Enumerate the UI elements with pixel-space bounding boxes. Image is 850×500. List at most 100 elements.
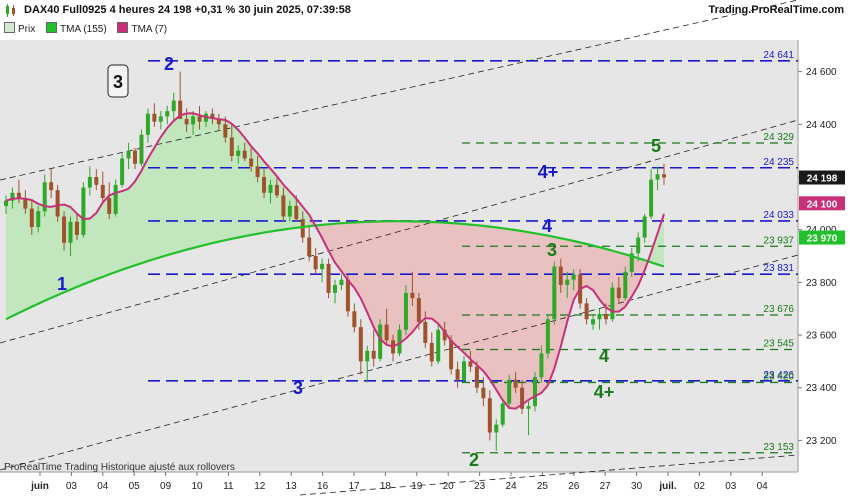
candle-body (520, 387, 525, 409)
candle-body (216, 119, 221, 125)
candle-body (468, 361, 473, 367)
candle-body (145, 113, 150, 135)
candle-body (87, 176, 92, 188)
legend-label-tma7: TMA (7) (131, 24, 168, 35)
candle-body (616, 287, 621, 299)
candle-body (274, 184, 279, 196)
candle-body (584, 303, 589, 320)
channel-line (299, 454, 799, 496)
tma155-line (5, 220, 665, 321)
tma7-price-tag: 24 100 (807, 199, 838, 210)
x-tick-label: 26 (568, 481, 580, 492)
wave-label: 4 (599, 346, 609, 366)
candle-body (339, 279, 344, 285)
legend-item-tma7[interactable]: TMA (7) (117, 22, 167, 35)
candle-body (597, 313, 602, 320)
candle-body (345, 279, 350, 312)
wave-label: 5 (651, 136, 661, 156)
candle-body (223, 124, 228, 138)
x-tick-label: 04 (97, 481, 109, 492)
footer-note: ProRealTime Trading Historique ajusté au… (4, 462, 235, 473)
candle-body (326, 263, 331, 293)
candle-body (662, 174, 666, 178)
x-tick-label: 24 (505, 481, 517, 492)
candle-body (623, 271, 628, 299)
candle-body (558, 266, 563, 285)
level-label: 23 937 (763, 235, 794, 246)
wave-label: 3 (547, 240, 557, 260)
level-label: 23 153 (763, 442, 794, 453)
candle-body (610, 287, 615, 320)
x-tick-label: 20 (443, 481, 455, 492)
legend-swatch-price (4, 22, 15, 33)
candle-body (81, 187, 86, 235)
candle-body (120, 158, 125, 185)
x-tick-label: 19 (411, 481, 423, 492)
x-tick-label: juil. (658, 481, 676, 492)
candle-body (165, 111, 170, 117)
legend-swatch-tma155 (46, 22, 58, 33)
candle-body (629, 253, 634, 272)
bull-fill-area (6, 113, 316, 320)
candle-body (55, 190, 60, 217)
candle-body (62, 216, 67, 243)
candle-body (178, 100, 183, 120)
x-tick-label: 27 (600, 481, 612, 492)
candle-body (494, 424, 499, 433)
wave-label-box (107, 64, 129, 98)
wave-label: 3 (293, 378, 303, 398)
candle-body (649, 179, 654, 217)
legend-item-tma155[interactable]: TMA (155) (46, 22, 107, 35)
wave-label: 4 (542, 216, 552, 236)
candle-body (300, 219, 305, 238)
candle-body (655, 174, 660, 180)
candle-body (436, 329, 441, 362)
candle-body (294, 205, 299, 220)
x-tick-label: 16 (317, 481, 329, 492)
legend-item-price[interactable]: Prix (4, 22, 35, 35)
candle-body (636, 237, 641, 254)
candle-body (481, 387, 486, 399)
x-tick-label: 13 (286, 481, 298, 492)
x-tick-label: 23 (474, 481, 486, 492)
candle-body (352, 311, 357, 328)
y-tick-label: 23 400 (806, 383, 837, 394)
y-tick-label: 23 800 (806, 278, 837, 289)
tma155-price-tag: 23 970 (807, 234, 838, 245)
y-tick-label: 24 600 (806, 67, 837, 78)
candle-body (391, 340, 396, 354)
x-tick-label: 25 (537, 481, 549, 492)
candle-body (378, 324, 383, 359)
wave-label: 3 (113, 72, 123, 92)
candle-body (358, 327, 363, 362)
x-tick-label: 04 (757, 481, 769, 492)
candle-body (507, 379, 512, 404)
candle-body (571, 274, 576, 280)
tma7-price-tag-bg (799, 196, 845, 211)
candle-body (320, 263, 325, 270)
candle-body (487, 398, 492, 433)
plot-area (0, 40, 798, 472)
candle-body (403, 292, 408, 330)
wave-label: 4+ (594, 382, 615, 402)
candle-body (532, 377, 537, 407)
candle-body (139, 134, 144, 164)
candle-body (565, 279, 570, 285)
candle-body (429, 342, 434, 362)
candle-body (229, 137, 234, 156)
wave-label: 2 (164, 54, 174, 74)
candle-body (191, 116, 196, 125)
x-tick-label: 05 (129, 481, 141, 492)
candle-body (197, 116, 202, 122)
candle-body (642, 216, 647, 238)
level-label: 24 329 (763, 132, 794, 143)
chart-header: DAX40 Full0925 4 heures 24 198 +0,31 % 3… (0, 0, 850, 22)
x-tick-label: 10 (191, 481, 203, 492)
x-axis-panel (0, 472, 798, 500)
level-label: 23 426 (763, 370, 794, 381)
candle-body (513, 379, 518, 388)
candle-body (184, 119, 189, 125)
y-tick-label: 24 400 (806, 120, 837, 131)
current-price-tag-bg (799, 170, 845, 185)
